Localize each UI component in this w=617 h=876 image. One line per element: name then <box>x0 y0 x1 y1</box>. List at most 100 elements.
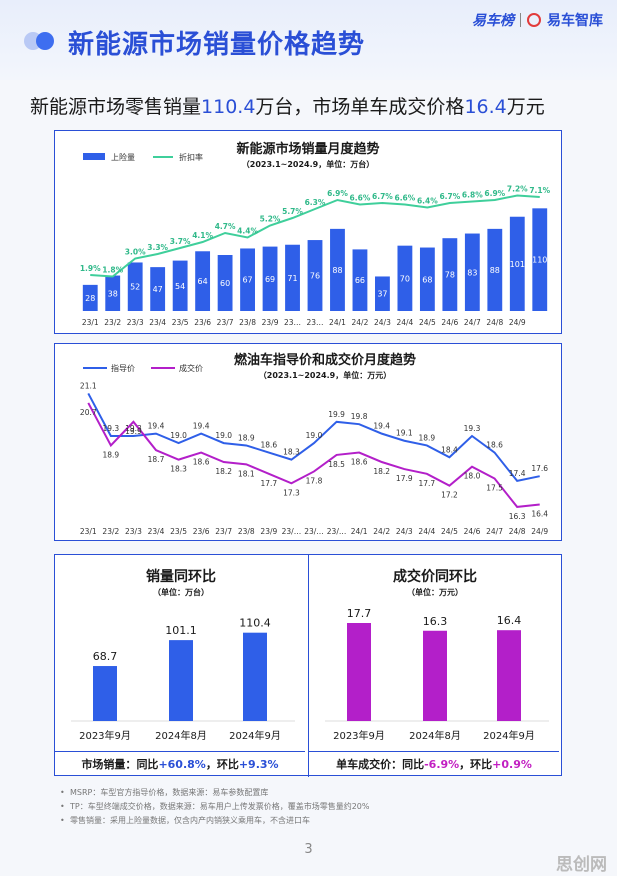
chart1-line-label: 6.7% <box>439 192 460 201</box>
chart3-bar-label: 68.7 <box>93 650 118 663</box>
chart1-bar-label: 83 <box>467 268 477 277</box>
chart1-x-tick: 23/7 <box>217 318 234 327</box>
chart1-x-tick: 23… <box>284 318 301 327</box>
chart3-title: 销量同环比 <box>146 568 216 585</box>
chart1-x-tick: 24/3 <box>374 318 391 327</box>
chart2-x-tick: 24/6 <box>464 527 481 536</box>
chart2-msrp-label: 18.6 <box>261 441 278 450</box>
chart2-tp-label: 16.4 <box>531 510 548 519</box>
chart1-x-tick: 24/1 <box>329 318 346 327</box>
chart3-subtitle: （单位：万台） <box>153 587 209 597</box>
chart1-line-label: 4.4% <box>237 227 258 236</box>
chart1-bar-label: 68 <box>422 275 432 284</box>
chart1-line-label: 4.7% <box>215 222 236 231</box>
chart2-tp-label: 17.8 <box>306 476 323 485</box>
chart1-line-label: 6.9% <box>484 189 505 198</box>
footnotes: MSRP：车型官方指导价格，数据来源：易车参数配置库 TP：车型终端成交价格，数… <box>60 786 369 828</box>
price-yoy-value: -6.9% <box>424 757 460 771</box>
chart2-tp-label: 18.6 <box>193 458 210 467</box>
chart2-x-tick: 24/7 <box>486 527 503 536</box>
yoy-mom-panel: 销量同环比 （单位：万台） 68.7 2023年9月 101.1 2024年8月 110.4… <box>54 554 562 777</box>
chart2-tp-label: 18.2 <box>373 467 390 476</box>
chart2-tp-label: 19.9 <box>125 427 142 436</box>
chart4-bar-label: 17.7 <box>347 607 372 620</box>
chart1-bar-label: 76 <box>310 272 320 281</box>
sales-summary: 市场销量： 同比 +60.8% ， 环比 +9.3% <box>55 751 305 776</box>
chart1-x-tick: 24/8 <box>486 318 503 327</box>
sales-yoy-chart: 销量同环比 （单位：万台） 68.7 2023年9月 101.1 2024年8月 110.4… <box>71 568 295 742</box>
chart1-title: 新能源市场销量月度趋势 <box>236 141 379 157</box>
chart3-x-tick: 2024年8月 <box>155 729 207 742</box>
footnote-tp: TP：车型终端成交价格，数据来源：易车用户上传发票价格，覆盖市场零售量约20% <box>60 800 369 814</box>
brand-separator <box>520 13 521 27</box>
chart1-x-tick: 24/7 <box>464 318 481 327</box>
chart1-bar-label: 60 <box>220 279 230 288</box>
chart2-tp-label: 18.9 <box>103 450 120 459</box>
chart1-x-tick: 23/1 <box>82 318 99 327</box>
chart1-line-label: 6.3% <box>305 198 326 207</box>
sales-summary-sep: ， <box>205 758 217 771</box>
chart2-x-tick: 24/3 <box>396 527 413 536</box>
chart2-tp-label: 17.3 <box>283 488 300 497</box>
chart1-bar <box>82 284 98 311</box>
sales-summary-label: 市场销量： <box>81 758 137 771</box>
chart1-line-label: 7.1% <box>529 186 550 195</box>
chart2-tp-label: 17.7 <box>261 479 278 488</box>
price-mom-label: 环比 <box>470 758 493 771</box>
chart1-x-tick: 23/5 <box>172 318 189 327</box>
chart1-bar-label: 47 <box>153 285 163 294</box>
chart1-x-tick: 24/4 <box>396 318 413 327</box>
chart2-x-tick: 24/9 <box>531 527 548 536</box>
chart4-bar <box>423 630 447 721</box>
chart2-msrp-label: 19.4 <box>148 422 165 431</box>
chart1-bar <box>285 244 300 311</box>
chart1-bar-label: 69 <box>265 275 275 284</box>
sales-mom-value: +9.3% <box>238 757 279 771</box>
chart2-x-tick: 23/8 <box>238 527 255 536</box>
chart1-line-label: 1.9% <box>80 264 101 273</box>
headline-part-3: 万元 <box>506 96 545 118</box>
chart2-msrp-label: 19.0 <box>170 431 187 440</box>
chart1-bar-label: 88 <box>332 266 342 275</box>
chart1-x-tick: 23/9 <box>262 318 279 327</box>
chart1-x-tick: 23… <box>306 318 323 327</box>
chart2-msrp-label: 17.4 <box>509 469 526 478</box>
chart1-bar <box>217 255 233 311</box>
chart3-x-tick: 2024年9月 <box>229 729 281 742</box>
chart2-msrp-label: 17.6 <box>531 464 548 473</box>
ev-sales-chart: 新能源市场销量月度趋势 （2023.1~2024.9，单位：万台） 上险量 折扣率 28… <box>80 141 551 327</box>
chart1-bar-label: 78 <box>445 271 455 280</box>
chart1-bar <box>195 251 211 311</box>
chart2-msrp-label: 19.4 <box>373 422 390 431</box>
chart1-legend-bar-label: 上险量 <box>111 152 135 162</box>
chart2-msrp-label: 19.8 <box>351 412 368 421</box>
chart2-x-tick: 23/7 <box>215 527 232 536</box>
chart2-x-tick: 23/… <box>282 527 302 536</box>
ice-price-chart: 燃油车指导价和成交价月度趋势 （2023.1~2024.9，单位：万元） 指导价 成交… <box>80 352 548 536</box>
chart2-legend-msrp-label: 指导价 <box>111 363 135 373</box>
chart2-x-tick: 23/2 <box>102 527 119 536</box>
chart1-bar-label: 70 <box>400 274 410 283</box>
chart2-msrp-label: 18.6 <box>486 441 503 450</box>
decor-dot-dark <box>36 32 54 50</box>
page-number: 3 <box>304 842 313 857</box>
chart1-line-label: 5.2% <box>260 215 281 224</box>
chart2-x-tick: 24/1 <box>351 527 368 536</box>
ev-sales-panel: 新能源市场销量月度趋势 （2023.1~2024.9，单位：万台） 上险量 折扣率 28… <box>54 130 562 334</box>
chart2-x-tick: 23/6 <box>193 527 210 536</box>
headline-part-2: 万台，市场单车成交价格 <box>255 96 465 118</box>
chart1-bar <box>464 233 480 311</box>
chart1-discount-line <box>90 194 540 278</box>
chart2-tp-label: 16.3 <box>509 512 526 521</box>
chart2-msrp-label: 21.1 <box>80 381 97 390</box>
chart2-msrp-label: 19.0 <box>215 431 232 440</box>
chart1-bar <box>307 240 323 311</box>
chart1-legend-bar-swatch <box>83 153 105 160</box>
chart3-bar <box>93 666 117 721</box>
chart4-x-tick: 2023年9月 <box>333 729 385 742</box>
chart1-bar-label: 67 <box>242 276 252 285</box>
headline-part-1: 新能源市场零售销量 <box>30 96 202 118</box>
chart2-x-tick: 23/5 <box>170 527 187 536</box>
chart2-msrp-label: 19.1 <box>396 429 413 438</box>
chart1-subtitle: （2023.1~2024.9，单位：万台） <box>242 159 374 169</box>
